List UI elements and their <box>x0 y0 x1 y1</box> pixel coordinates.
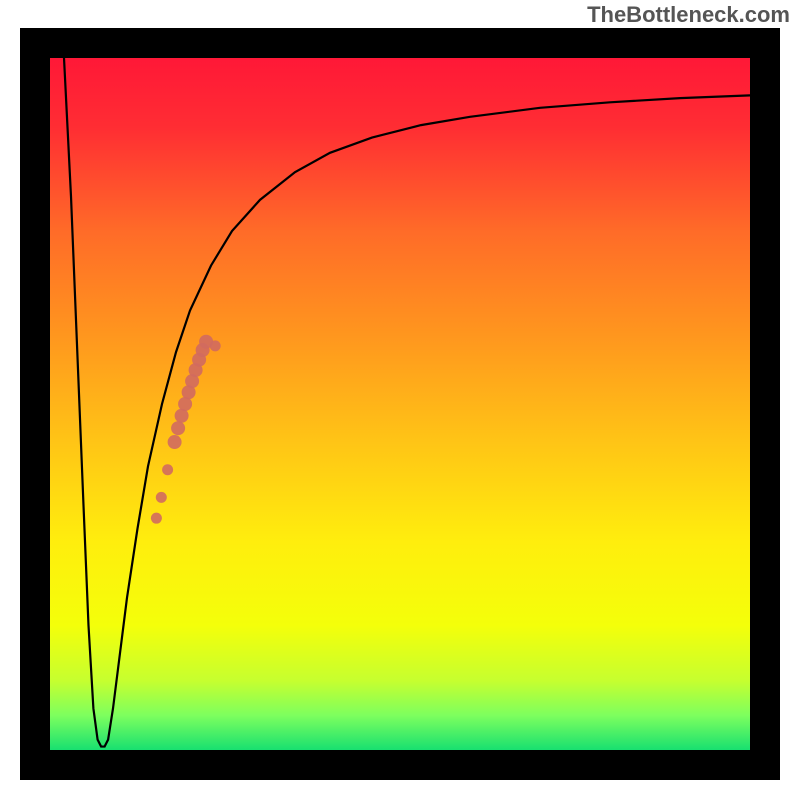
chart-container: TheBottleneck.com <box>0 0 800 800</box>
scatter-point <box>151 513 162 524</box>
scatter-point <box>178 397 192 411</box>
scatter-point <box>171 421 185 435</box>
scatter-point <box>156 492 167 503</box>
watermark-text: TheBottleneck.com <box>587 2 790 28</box>
plot-background <box>50 58 750 750</box>
chart-svg <box>0 0 800 800</box>
scatter-point <box>210 340 221 351</box>
scatter-point <box>175 409 189 423</box>
scatter-point <box>162 464 173 475</box>
scatter-point <box>168 435 182 449</box>
